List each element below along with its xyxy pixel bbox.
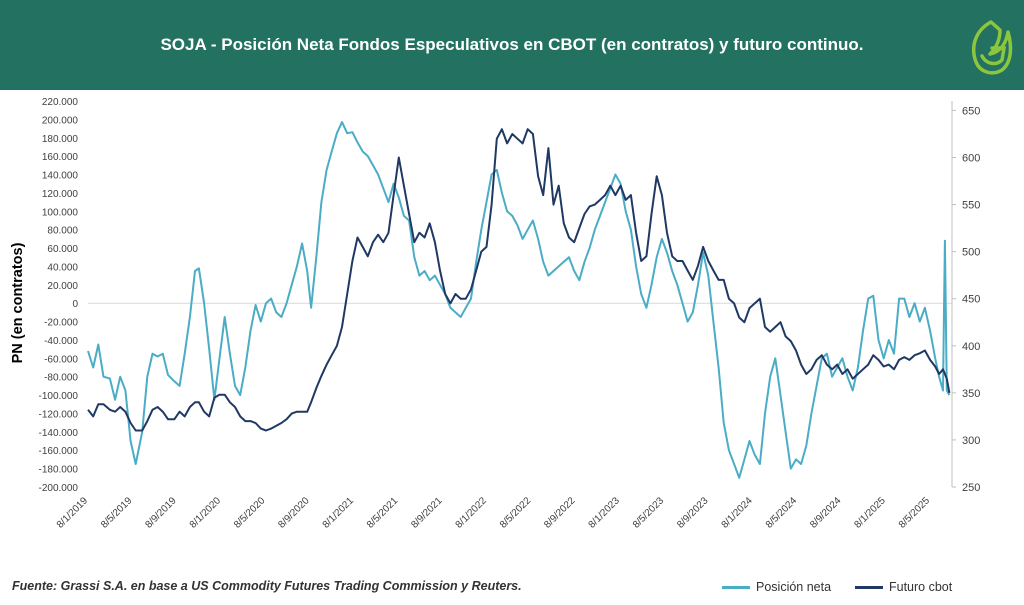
y-right-tick-label: 600 [962, 152, 980, 164]
legend-item-futuro: Futuro cbot [855, 580, 952, 594]
x-tick-label: 8/5/2023 [631, 495, 667, 531]
y-left-tick-label: -160.000 [39, 446, 79, 457]
x-tick-label: 8/5/2022 [498, 495, 534, 531]
x-tick-label: 8/1/2023 [587, 495, 623, 531]
y-left-tick-label: 100.000 [42, 207, 79, 218]
x-tick-label: 8/1/2021 [321, 495, 357, 531]
y-right-tick-label: 500 [962, 247, 980, 259]
source-note: Fuente: Grassi S.A. en base a US Commodi… [12, 579, 522, 593]
chart-area: 220.000 200.000 180.000 160.000 140.000 120.0… [10, 97, 980, 531]
leaf-logo-icon [971, 20, 1013, 75]
y-left-tick-label: -20.000 [44, 318, 78, 329]
y-right-ticks: 650 600 550 500 450 400 350 300 250 [952, 105, 980, 494]
x-tick-label: 8/9/2020 [276, 495, 312, 531]
y-left-tick-label: 160.000 [42, 152, 79, 163]
x-ticks: 8/1/2019 8/5/2019 8/9/2019 8/1/2020 8/5/2020… [55, 495, 933, 531]
x-tick-label: 8/9/2024 [808, 495, 844, 531]
y-right-tick-label: 650 [962, 105, 980, 117]
y-left-tick-label: -140.000 [39, 428, 79, 439]
x-tick-label: 8/9/2022 [542, 495, 578, 531]
x-tick-label: 8/5/2024 [764, 495, 800, 531]
legend-label-futuro: Futuro cbot [889, 580, 953, 594]
y-right-tick-label: 350 [962, 388, 980, 400]
legend-label-posicion: Posición neta [756, 580, 832, 594]
x-tick-label: 8/1/2024 [720, 495, 756, 531]
series-group [87, 121, 951, 479]
x-tick-label: 8/5/2021 [365, 495, 401, 531]
series-line-posicion-neta [87, 121, 951, 479]
x-tick-label: 8/9/2019 [143, 495, 179, 531]
y-left-tick-label: -100.000 [39, 391, 79, 402]
y-left-ticks: 220.000 200.000 180.000 160.000 140.000 120.0… [39, 97, 79, 494]
y-left-tick-label: 60.000 [47, 244, 78, 255]
y-left-tick-label: -40.000 [44, 336, 78, 347]
y-left-tick-label: -200.000 [39, 483, 79, 494]
x-tick-label: 8/5/2019 [99, 495, 135, 531]
y-left-tick-label: 20.000 [47, 281, 78, 292]
series-line-futuro-cbot [87, 128, 951, 432]
header-bar [0, 0, 1024, 90]
y-left-tick-label: -120.000 [39, 409, 79, 420]
y-left-tick-label: -80.000 [44, 373, 78, 384]
legend-swatch-futuro [855, 585, 883, 589]
y-right-tick-label: 250 [962, 482, 980, 494]
y-left-tick-label: 220.000 [42, 97, 79, 108]
x-tick-label: 8/1/2019 [55, 495, 91, 531]
x-tick-label: 8/5/2025 [897, 495, 933, 531]
x-tick-label: 8/1/2022 [454, 495, 490, 531]
legend-swatch-posicion [722, 585, 750, 589]
y-left-tick-label: 40.000 [47, 262, 78, 273]
y-left-tick-label: 140.000 [42, 171, 79, 182]
y-right-tick-label: 550 [962, 200, 980, 212]
y-right-tick-label: 450 [962, 294, 980, 306]
y-right-tick-label: 400 [962, 341, 980, 353]
y-left-tick-label: 120.000 [42, 189, 79, 200]
x-tick-label: 8/9/2023 [675, 495, 711, 531]
y-axis-label: PN (en contratos) [10, 242, 26, 363]
y-left-tick-label: 80.000 [47, 226, 78, 237]
y-left-tick-label: -60.000 [44, 354, 78, 365]
y-left-tick-label: -180.000 [39, 465, 79, 476]
legend-item-posicion: Posición neta [722, 580, 831, 594]
y-left-tick-label: 200.000 [42, 115, 79, 126]
y-left-tick-label: 180.000 [42, 134, 79, 145]
y-right-tick-label: 300 [962, 435, 980, 447]
chart-title: SOJA - Posición Neta Fondos Especulativo… [160, 35, 864, 54]
x-tick-label: 8/5/2020 [232, 495, 268, 531]
x-tick-label: 8/9/2021 [409, 495, 445, 531]
y-left-tick-label: 0 [72, 299, 78, 310]
x-tick-label: 8/1/2025 [852, 495, 888, 531]
x-tick-label: 8/1/2020 [188, 495, 224, 531]
